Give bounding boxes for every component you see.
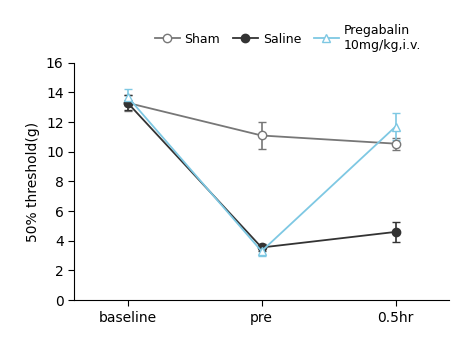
Legend: Sham, Saline, Pregabalin
10mg/kg,i.v.: Sham, Saline, Pregabalin 10mg/kg,i.v.: [155, 24, 421, 52]
Y-axis label: 50% threshold(g): 50% threshold(g): [26, 121, 40, 242]
